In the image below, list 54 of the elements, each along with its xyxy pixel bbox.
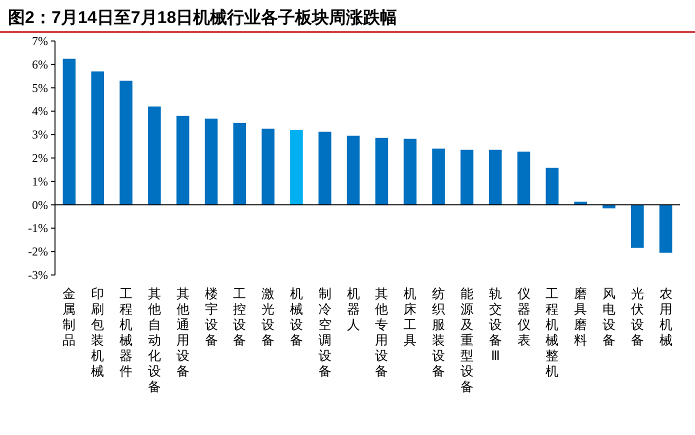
bar (460, 150, 474, 205)
bar (432, 148, 445, 205)
bar (630, 204, 644, 248)
x-tick-label: 机械设备 (290, 286, 303, 348)
bar (546, 168, 559, 205)
x-tick-label: 其他专用设备 (375, 286, 388, 378)
y-tick-label: 3% (32, 128, 48, 142)
bar (91, 71, 104, 205)
x-tick-label: 农用机械 (659, 286, 672, 348)
x-tick-label: 其他通用设备 (176, 286, 190, 378)
bar (262, 128, 274, 205)
y-tick-label: 4% (32, 104, 48, 118)
bar (346, 136, 360, 205)
bar (318, 132, 332, 205)
x-tick-label: 仪器仪表 (517, 286, 530, 348)
x-tick-label: 风电设备 (602, 286, 616, 348)
y-tick-label: 6% (32, 57, 48, 72)
x-tick-label: 工程机械整机 (546, 286, 559, 378)
y-tick-label: 2% (32, 151, 48, 165)
bar (290, 130, 303, 205)
bar (517, 152, 530, 205)
x-tick-label: 工控设备 (233, 286, 246, 348)
bar (120, 80, 132, 205)
bar (375, 138, 388, 205)
bar (62, 58, 76, 205)
bar (204, 118, 218, 205)
x-tick-label: 激光设备 (262, 286, 275, 348)
x-tick-label: 楼宇设备 (204, 286, 218, 348)
y-tick-label: -1% (28, 221, 48, 236)
x-tick-label: 机器人 (346, 286, 360, 332)
y-tick-label: 5% (32, 80, 48, 95)
y-tick-label: 7% (32, 34, 48, 48)
bar (233, 122, 246, 205)
bar (488, 150, 502, 205)
x-tick-label: 金属制品 (62, 286, 76, 348)
bar (148, 106, 161, 205)
x-tick-label: 纺织服装设备 (432, 286, 446, 378)
y-tick-label: -2% (28, 244, 48, 259)
x-tick-label: 光伏设备 (630, 286, 644, 348)
bar (404, 138, 417, 205)
chart-title: 图2：7月14日至7月18日机械行业各子板块周涨跌幅 (8, 8, 398, 27)
x-tick-label: 印刷包装机械 (91, 286, 104, 378)
x-tick-label: 制冷空调设备 (318, 286, 332, 378)
bar (176, 116, 190, 205)
y-tick-label: -3% (28, 268, 48, 282)
x-tick-label: 工程机械器件 (120, 286, 133, 378)
x-tick-label: 轨交设备Ⅲ (488, 286, 502, 363)
bar (659, 204, 672, 253)
x-tick-label: 能源及重型设备 (460, 286, 474, 394)
y-tick-label: 0% (32, 198, 48, 212)
x-tick-label: 其他自动化设备 (148, 286, 161, 394)
y-tick-label: 1% (32, 174, 48, 188)
x-tick-label: 磨具磨料 (574, 286, 588, 348)
x-tick-label: 机床工具 (404, 286, 417, 348)
